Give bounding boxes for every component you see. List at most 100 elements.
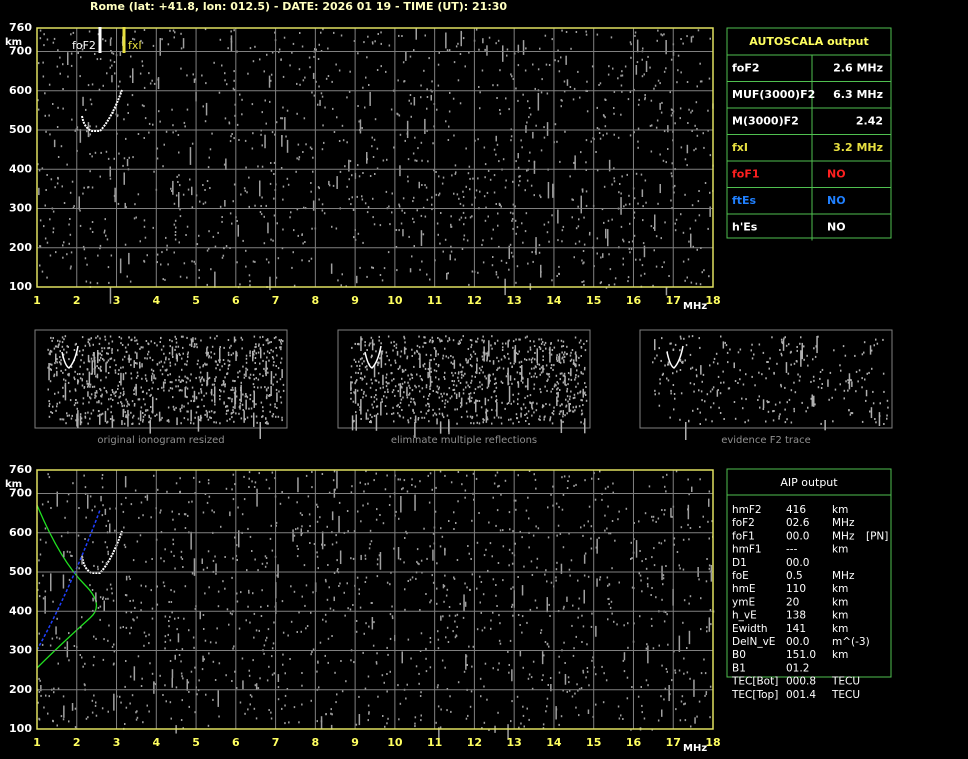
noise-dot — [263, 653, 265, 655]
noise-dot — [575, 365, 577, 367]
noise-dot — [638, 128, 640, 130]
noise-dot — [81, 421, 83, 423]
noise-dot — [232, 380, 234, 382]
noise-dot — [113, 53, 115, 55]
noise-dot — [438, 353, 440, 355]
noise-dot — [529, 358, 531, 360]
noise-dot — [362, 242, 364, 244]
noise-dot — [822, 369, 824, 371]
noise-dot — [40, 30, 42, 32]
noise-dot — [393, 420, 395, 422]
noise-dot — [454, 360, 456, 369]
noise-dot — [856, 371, 858, 373]
noise-dot — [664, 486, 666, 488]
noise-dot — [244, 374, 246, 376]
noise-dot — [393, 389, 395, 391]
noise-dot — [486, 699, 488, 701]
noise-dot — [557, 392, 559, 398]
noise-dot — [350, 160, 352, 162]
noise-dot — [295, 171, 297, 173]
noise-dot — [311, 228, 313, 230]
noise-dot — [231, 223, 233, 225]
noise-dot — [667, 644, 669, 646]
noise-dot — [331, 635, 333, 637]
noise-dot — [93, 664, 95, 666]
noise-dot — [583, 250, 585, 252]
noise-dot — [570, 48, 572, 50]
noise-dot — [531, 361, 533, 363]
noise-dot — [242, 240, 244, 242]
noise-dot — [380, 402, 382, 416]
noise-dot — [673, 408, 675, 410]
noise-dot — [535, 365, 537, 367]
noise-dot — [224, 385, 226, 387]
noise-dot — [336, 559, 338, 561]
noise-dot — [214, 338, 216, 340]
noise-dot — [413, 412, 415, 414]
noise-dot — [630, 91, 632, 93]
noise-dot — [709, 364, 711, 366]
noise-dot — [52, 103, 54, 105]
noise-dot — [371, 337, 373, 339]
noise-dot — [650, 594, 652, 596]
noise-dot — [62, 244, 64, 246]
noise-dot — [403, 197, 405, 199]
noise-dot — [543, 654, 545, 656]
noise-dot — [423, 528, 425, 530]
noise-dot — [107, 347, 109, 349]
noise-dot — [779, 415, 781, 417]
noise-dot — [643, 242, 645, 244]
noise-dot — [133, 600, 135, 602]
noise-dot — [607, 506, 609, 508]
noise-dot — [366, 152, 368, 164]
noise-dot — [390, 671, 392, 673]
noise-dot — [472, 271, 474, 273]
noise-dot — [651, 225, 653, 227]
noise-dot — [361, 195, 363, 197]
noise-dot — [581, 281, 583, 283]
noise-dot — [191, 187, 193, 195]
noise-dot — [507, 403, 509, 405]
y-tick-label: 200 — [9, 241, 32, 254]
noise-dot — [544, 386, 546, 388]
noise-dot — [271, 74, 273, 76]
noise-dot — [793, 382, 795, 384]
noise-dot — [105, 541, 107, 543]
noise-dot — [101, 394, 103, 396]
noise-dot — [135, 362, 137, 364]
noise-dot — [639, 572, 641, 574]
noise-dot — [282, 340, 284, 342]
noise-dot — [592, 65, 594, 67]
noise-dot — [144, 137, 146, 139]
noise-dot — [97, 415, 99, 417]
noise-dot — [143, 391, 145, 393]
noise-dot — [503, 158, 505, 160]
noise-dot — [407, 375, 409, 377]
noise-dot — [477, 542, 479, 544]
noise-dot — [105, 339, 107, 341]
noise-dot — [505, 480, 507, 482]
noise-dot — [388, 336, 390, 338]
noise-dot — [639, 259, 641, 261]
noise-dot — [476, 358, 478, 360]
noise-dot — [399, 406, 401, 408]
noise-dot — [115, 369, 117, 371]
noise-dot — [48, 363, 50, 380]
noise-dot — [434, 369, 436, 371]
noise-dot — [362, 379, 364, 381]
noise-dot — [483, 341, 485, 343]
noise-dot — [343, 139, 345, 141]
noise-dot — [64, 517, 66, 519]
noise-dot — [575, 351, 577, 353]
noise-dot — [501, 402, 503, 404]
noise-dot — [622, 239, 624, 241]
noise-dot — [128, 337, 130, 339]
noise-dot — [158, 77, 160, 89]
noise-dot — [533, 341, 535, 343]
noise-dot — [473, 351, 475, 353]
noise-dot — [373, 479, 375, 481]
noise-dot — [194, 343, 196, 345]
noise-dot — [558, 724, 560, 726]
noise-dot — [318, 567, 320, 569]
